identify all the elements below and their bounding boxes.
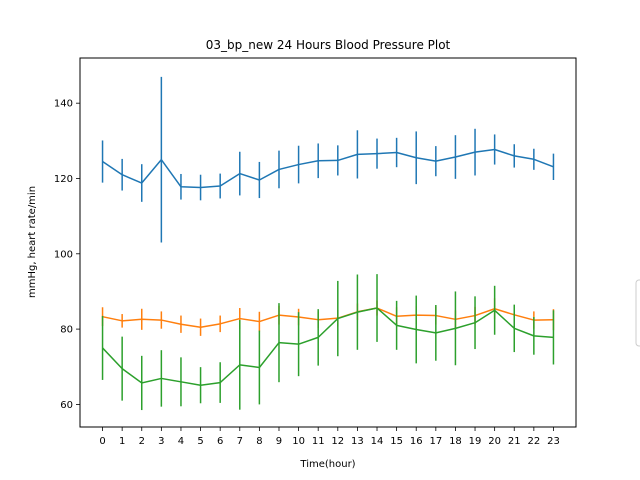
x-tick-label: 15 bbox=[390, 436, 403, 447]
y-axis: 60 80 100 120 140 bbox=[54, 99, 80, 411]
x-tick-label: 16 bbox=[410, 436, 423, 447]
x-tick-label: 18 bbox=[449, 436, 462, 447]
y-axis-label: mmHg, heart rate/min bbox=[27, 186, 38, 298]
x-tick-label: 11 bbox=[312, 436, 325, 447]
x-tick-label: 13 bbox=[351, 436, 364, 447]
x-tick-label: 8 bbox=[256, 436, 262, 447]
y-tick-label: 100 bbox=[54, 249, 73, 260]
x-tick-label: 4 bbox=[178, 436, 184, 447]
x-tick-label: 20 bbox=[488, 436, 501, 447]
x-axis-label: Time(hour) bbox=[299, 459, 355, 470]
x-tick-label: 5 bbox=[197, 436, 203, 447]
x-tick-label: 0 bbox=[99, 436, 105, 447]
x-tick-label: 14 bbox=[371, 436, 384, 447]
x-tick-label: 19 bbox=[469, 436, 482, 447]
x-tick-label: 17 bbox=[429, 436, 442, 447]
x-tick-label: 22 bbox=[527, 436, 540, 447]
series-3 bbox=[101, 274, 555, 411]
x-tick-label: 3 bbox=[158, 436, 164, 447]
x-tick-label: 9 bbox=[276, 436, 282, 447]
x-tick-label: 12 bbox=[331, 436, 344, 447]
x-tick-label: 2 bbox=[139, 436, 145, 447]
series-line bbox=[102, 148, 554, 189]
x-tick-label: 7 bbox=[237, 436, 243, 447]
plot-frame bbox=[79, 57, 577, 428]
series-line bbox=[102, 307, 554, 328]
y-tick-label: 80 bbox=[60, 325, 73, 336]
plot-area bbox=[101, 76, 555, 411]
x-tick-label: 23 bbox=[547, 436, 560, 447]
x-axis: 0 1 2 3 4 5 6 7 8 9 10 11 12 13 14 15 16 17 18 19 20 21 22 23 bbox=[99, 427, 560, 447]
y-tick-label: 140 bbox=[54, 99, 73, 110]
chart-title: 03_bp_new 24 Hours Blood Pressure Plot bbox=[206, 38, 451, 52]
x-tick-label: 6 bbox=[217, 436, 223, 447]
legend-box bbox=[635, 279, 640, 347]
y-tick-label: 60 bbox=[60, 400, 73, 411]
y-tick-label: 120 bbox=[54, 174, 73, 185]
series-line bbox=[102, 307, 554, 386]
x-tick-label: 10 bbox=[292, 436, 305, 447]
x-tick-label: 1 bbox=[119, 436, 125, 447]
x-tick-label: 21 bbox=[508, 436, 521, 447]
series-1 bbox=[101, 76, 555, 243]
